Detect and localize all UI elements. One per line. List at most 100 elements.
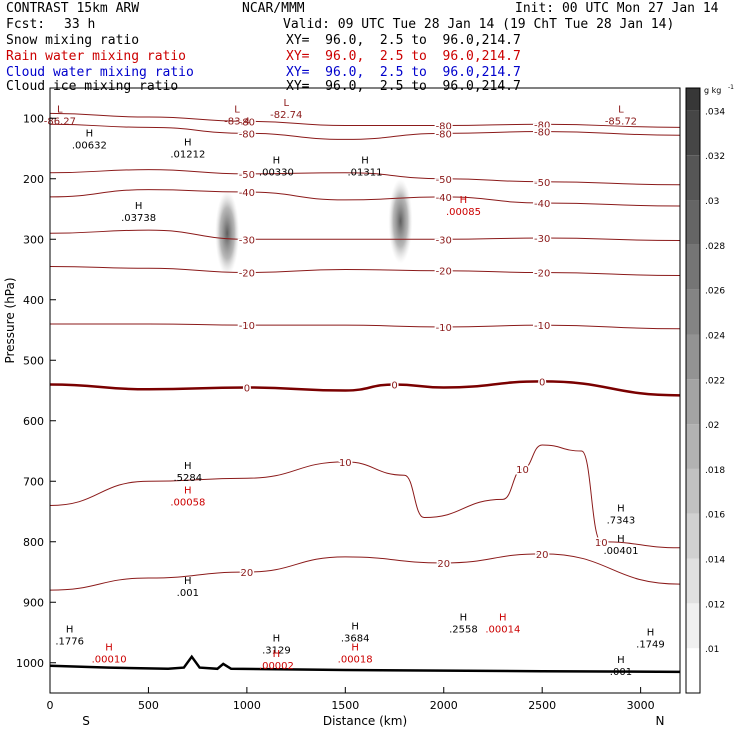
center-type-23: H xyxy=(617,655,625,666)
colorbar-swatch-0 xyxy=(686,648,700,693)
x-tick-label-1: 500 xyxy=(138,699,159,712)
temp-contour-label-2-0: -50 xyxy=(239,170,255,181)
init-time: Init: 00 UTC Mon 27 Jan 14 xyxy=(515,1,719,16)
end-label-north: N xyxy=(656,714,665,728)
center-label-12: .7343 xyxy=(607,516,636,527)
center-label-21: .00014 xyxy=(485,624,520,635)
colorbar-swatch-5 xyxy=(686,424,700,469)
center-type-13: H xyxy=(617,534,625,545)
temp-contour-label-2-1: -50 xyxy=(436,175,452,186)
temp-contour-label-4-0: -30 xyxy=(239,235,255,246)
center-label-6: .01311 xyxy=(348,168,383,179)
temp-contour-label-7-0: 0 xyxy=(244,383,250,394)
center-label-22: .1749 xyxy=(636,640,665,651)
field-name-cloud-ice: Cloud ice mixing ratio xyxy=(6,79,179,94)
temp-contour-label-4-2: -30 xyxy=(534,234,550,245)
colorbar-tick-label-5: .02 xyxy=(705,421,719,431)
end-label-south: S xyxy=(82,714,90,728)
field-xy-cloud-water: XY= 96.0, 2.5 to 96.0,214.7 xyxy=(286,65,521,80)
colorbar-tick-label-10: .03 xyxy=(705,197,719,207)
x-tick-label-5: 2500 xyxy=(528,699,556,712)
colorbar-swatch-2 xyxy=(686,558,700,604)
y-tick-label-2: 300 xyxy=(23,233,44,246)
center-type-1: H xyxy=(86,128,94,139)
y-tick-label-6: 700 xyxy=(23,475,44,488)
temp-contour-label-3-2: -40 xyxy=(534,199,550,210)
colorbar-swatch-9 xyxy=(686,244,700,290)
field-name-cloud-water: Cloud water mixing ratio xyxy=(6,65,194,80)
center-label-20: .2558 xyxy=(449,624,478,635)
center-type-8: L xyxy=(618,104,624,115)
fcst-value: 33 h xyxy=(64,17,96,32)
temp-contour-8 xyxy=(49,444,681,549)
field-xy-snow: XY= 96.0, 2.5 to 96.0,214.7 xyxy=(286,33,521,48)
temp-contour-label-9-2: 20 xyxy=(536,550,549,561)
y-tick-label-3: 400 xyxy=(23,294,44,307)
valid-time: Valid: 09 UTC Tue 28 Jan 14 (19 ChT Tue … xyxy=(283,17,675,32)
center-type-17: H xyxy=(273,649,281,660)
temp-contour-label-3-1: -40 xyxy=(436,193,452,204)
colorbar-tick-label-11: .032 xyxy=(705,152,725,162)
center-label-18: .3684 xyxy=(341,634,370,645)
colorbar-swatch-6 xyxy=(686,379,700,425)
colorbar-swatch-7 xyxy=(686,334,700,380)
temp-contour-label-7-2: 0 xyxy=(539,377,545,388)
colorbar: .01 .012 .014 .016 .018 .02 .022 .024 .026 .028 .0… xyxy=(685,84,734,694)
center-label-3: -83.4 xyxy=(224,116,250,127)
temp-contour-label-0-1: -80 xyxy=(436,122,452,133)
x-axis-label: Distance (km) xyxy=(323,714,407,728)
temp-contour-5 xyxy=(49,265,681,277)
temp-contour-label-8-2: 10 xyxy=(595,538,608,549)
colorbar-tick-label-12: .034 xyxy=(705,107,725,117)
x-tick-label-0: 0 xyxy=(47,699,54,712)
center-type-7: H xyxy=(460,195,468,206)
colorbar-swatch-4 xyxy=(686,468,700,514)
center-label-9: .03738 xyxy=(121,213,156,224)
ice-blob-0 xyxy=(215,190,240,276)
center-type-11: H xyxy=(184,485,192,496)
center-label-15: .00010 xyxy=(92,655,127,666)
center-type-14: H xyxy=(66,625,74,636)
plot-area: -80 -80 -80-80 -80 -80-50 -50 -50-40 -40-40-30-… xyxy=(44,98,681,678)
temp-contour-9 xyxy=(49,553,681,591)
colorbar-tick-label-2: .014 xyxy=(705,556,725,566)
center-type-12: H xyxy=(617,504,625,515)
colorbar-tick-label-9: .028 xyxy=(705,242,725,252)
temp-contour-label-0-0: -80 xyxy=(239,117,255,128)
temp-contour-label-9-1: 20 xyxy=(437,559,450,570)
temp-contour-label-6-1: -10 xyxy=(436,323,452,334)
colorbar-swatch-8 xyxy=(686,289,700,335)
model-title: CONTRAST 15km ARW xyxy=(6,1,140,16)
center-label-10: .5284 xyxy=(173,473,202,484)
colorbar-swatch-11 xyxy=(686,155,700,201)
x-tick-label-4: 2000 xyxy=(430,699,458,712)
center-label-0: -86.27 xyxy=(44,116,76,127)
colorbar-swatch-12 xyxy=(686,110,700,156)
center-type-21: H xyxy=(499,612,507,623)
y-tick-label-0: 100 xyxy=(23,112,44,125)
colorbar-tick-label-7: .024 xyxy=(705,331,725,341)
x-tick-label-2: 1000 xyxy=(233,699,261,712)
x-tick-label-3: 1500 xyxy=(331,699,359,712)
colorbar-tick-label-1: .012 xyxy=(705,600,725,610)
center-label-17: .00002 xyxy=(259,661,294,672)
center-type-15: H xyxy=(105,643,113,654)
center-type-9: H xyxy=(135,201,143,212)
colorbar-swatch-10 xyxy=(686,200,700,245)
center-type-22: H xyxy=(647,628,655,639)
temp-contour-label-6-0: -10 xyxy=(239,321,255,332)
center-label-5: .00330 xyxy=(259,168,294,179)
y-axis-label: Pressure (hPa) xyxy=(3,277,17,363)
field-xy-rain: XY= 96.0, 2.5 to 96.0,214.7 xyxy=(286,49,521,64)
plot-frame xyxy=(49,87,681,694)
center-label-14: .1776 xyxy=(55,637,84,648)
y-tick-label-9: 1000 xyxy=(16,657,44,670)
temp-contour-label-0-2: -80 xyxy=(534,120,550,131)
temp-contour-label-1-1: -80 xyxy=(436,129,452,140)
temp-contour-4 xyxy=(49,229,681,241)
center-type-10: H xyxy=(184,461,192,472)
field-name-snow: Snow mixing ratio xyxy=(6,33,140,48)
y-tick-label-5: 600 xyxy=(23,415,44,428)
field-name-rain: Rain water mixing ratio xyxy=(6,49,187,64)
